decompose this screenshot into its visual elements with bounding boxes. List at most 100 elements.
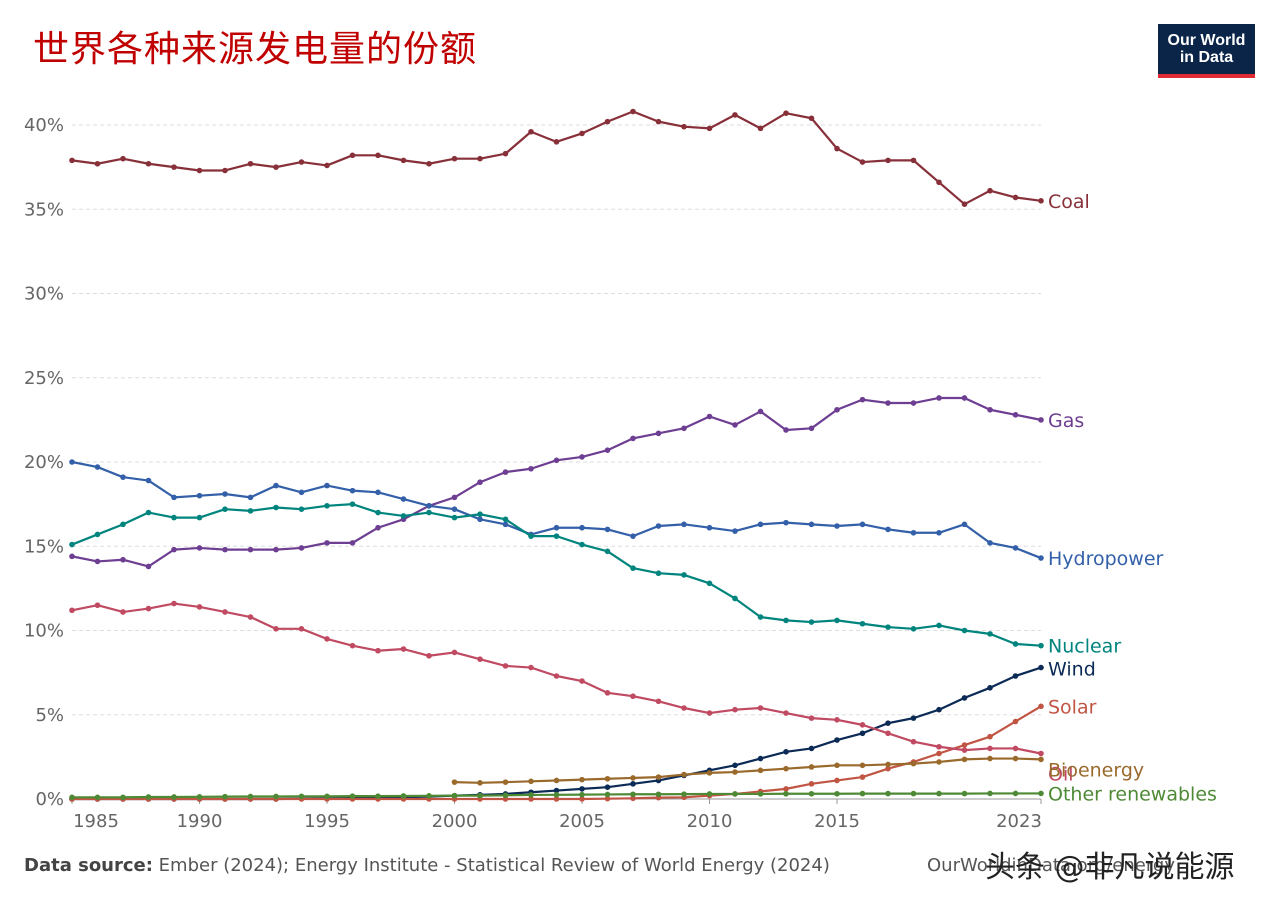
y-tick-label: 5%: [35, 705, 64, 726]
data-point: [69, 541, 75, 548]
data-point: [706, 524, 713, 531]
data-point: [987, 406, 993, 413]
data-point: [375, 524, 381, 531]
y-tick-label: 15%: [24, 536, 64, 557]
data-point: [783, 617, 789, 624]
data-source-text: Ember (2024); Energy Institute - Statist…: [152, 855, 830, 876]
data-point: [630, 533, 636, 539]
y-tick-label: 30%: [24, 284, 64, 305]
series-label: Coal: [1048, 191, 1090, 213]
data-point: [1038, 664, 1044, 671]
data-point: [120, 155, 126, 162]
data-point: [477, 656, 483, 662]
site-credit[interactable]: OurWorldinData.org/energy: [927, 855, 1175, 876]
data-point: [910, 626, 917, 632]
data-point: [579, 524, 585, 531]
data-point: [1012, 641, 1019, 647]
data-point: [553, 533, 560, 539]
data-point: [273, 546, 279, 553]
data-point: [553, 457, 560, 464]
data-point: [528, 778, 534, 785]
data-point: [655, 430, 662, 437]
series-label: Hydropower: [1048, 548, 1164, 570]
data-point: [706, 125, 713, 132]
data-point: [477, 479, 483, 486]
data-point: [145, 160, 152, 167]
y-tick-label: 20%: [24, 452, 64, 473]
data-point: [961, 201, 968, 207]
data-source-label: Data source:: [24, 855, 153, 876]
series-label: Oil: [1048, 764, 1074, 786]
data-point: [885, 765, 891, 772]
data-point: [94, 558, 101, 565]
data-point: [1012, 194, 1019, 201]
data-point: [579, 130, 585, 137]
data-point: [477, 780, 483, 786]
data-point: [502, 792, 509, 799]
data-point: [579, 541, 585, 548]
data-point: [655, 774, 662, 780]
data-point: [630, 565, 636, 571]
data-point: [885, 157, 891, 164]
data-point: [859, 790, 866, 797]
series-lines: [69, 108, 1044, 802]
data-point: [732, 422, 738, 428]
data-point: [426, 160, 432, 167]
data-point: [681, 425, 687, 432]
data-point: [528, 533, 534, 539]
data-point: [834, 406, 840, 413]
data-point: [349, 487, 356, 494]
data-point: [324, 503, 330, 509]
data-point: [987, 631, 993, 637]
data-point: [604, 118, 611, 125]
data-point: [94, 602, 101, 609]
series-line: [71, 396, 1042, 568]
data-point: [885, 761, 891, 768]
data-point: [375, 152, 381, 159]
data-point: [630, 781, 636, 787]
data-point: [706, 580, 713, 587]
data-point: [910, 157, 917, 164]
data-point: [885, 624, 891, 630]
data-point: [502, 469, 509, 475]
data-point: [783, 765, 789, 772]
data-point: [579, 776, 585, 783]
data-point: [553, 787, 560, 794]
data-point: [834, 777, 840, 784]
series-hydropower: [69, 459, 1044, 561]
x-tick-label: 2015: [814, 811, 860, 832]
data-point: [120, 556, 126, 563]
data-point: [808, 781, 815, 787]
series-label: Wind: [1048, 659, 1096, 681]
data-point: [961, 747, 968, 753]
data-point: [1038, 750, 1044, 757]
data-point: [859, 396, 866, 403]
data-point: [349, 501, 356, 507]
series-line: [72, 705, 1042, 801]
x-tick-label: 2023: [996, 811, 1042, 832]
data-point: [94, 794, 101, 801]
data-point: [655, 791, 662, 798]
data-point: [604, 775, 611, 782]
x-tick-label: 1985: [73, 811, 119, 832]
data-point: [579, 454, 585, 460]
data-point: [273, 164, 279, 170]
data-point: [553, 139, 560, 145]
data-point: [783, 790, 789, 797]
data-point: [324, 636, 330, 642]
data-point: [1038, 703, 1044, 710]
data-point: [936, 706, 942, 713]
data-point: [196, 167, 203, 174]
data-point: [885, 720, 891, 726]
data-point: [936, 622, 942, 629]
data-point: [579, 791, 585, 798]
data-point: [757, 125, 764, 132]
data-point: [247, 793, 254, 800]
data-point: [757, 755, 764, 762]
data-point: [1038, 417, 1044, 423]
data-point: [375, 489, 381, 496]
owid-logo[interactable]: Our World in Data: [1158, 24, 1255, 78]
series-nuclear: [69, 501, 1044, 649]
data-point: [630, 791, 636, 798]
data-point: [604, 690, 611, 696]
